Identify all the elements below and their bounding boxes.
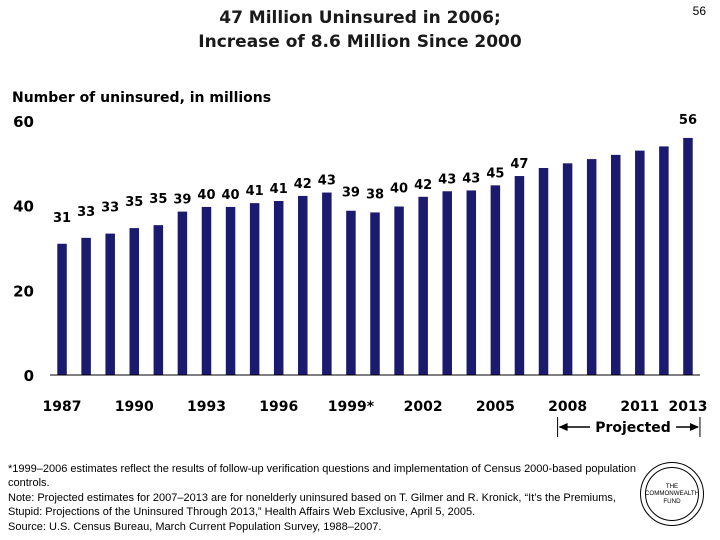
x-tick-label-2002: 2002 [404,399,443,415]
data-label-1989: 33 [101,201,119,216]
data-label-2002: 42 [414,178,432,193]
y-axis-label: Number of uninsured, in millions [12,90,271,106]
chart-title: 47 Million Uninsured in 2006; Increase o… [110,6,610,54]
bar-2003 [442,191,452,375]
data-label-2003: 43 [438,172,456,187]
bar-2006 [514,176,525,375]
bar-chart: Number of uninsured, in millions 0 20 40 60 3… [12,90,707,437]
data-label-2001: 40 [390,182,408,197]
bar-1999 [346,210,356,375]
data-label-1998: 43 [318,174,336,189]
projected-arrowhead-right [689,423,699,431]
data-label-1996: 41 [270,182,288,197]
data-label-1997: 42 [294,177,312,192]
bar-2012 [659,146,669,375]
footnote-source: Source: U.S. Census Bureau, March Curren… [8,520,382,533]
footnote-note: Note: Projected estimates for 2007–2013 … [8,491,616,519]
bar-2011 [635,150,645,375]
bar-2008 [562,163,573,375]
x-tick-label-1990: 1990 [115,399,154,415]
data-label-1994: 40 [222,188,240,203]
footnotes: *1999–2006 estimates reflect the results… [8,462,638,534]
data-label-1987: 31 [53,211,71,226]
bar-2004 [466,190,477,375]
x-tick-label-2013: 2013 [668,399,707,415]
bar-2013 [683,137,693,375]
data-label-1995: 41 [246,184,264,199]
data-label-2000: 38 [366,187,384,202]
projected-arrowhead-left [558,423,568,431]
footnote-asterisk: *1999–2006 estimates reflect the results… [8,463,636,490]
bar-1989 [105,233,115,375]
bar-1992 [177,211,188,375]
projected-label: Projected [595,420,671,436]
bar-1988 [81,237,91,375]
bar-1991 [153,225,164,375]
bar-1998 [322,192,332,375]
x-tick-label-2005: 2005 [476,399,515,415]
logo-inner-ring: THE COMMONWEALTH FUND [645,467,699,521]
bar-1996 [273,201,284,375]
data-label-1991: 35 [149,192,167,207]
x-tick-label-1993: 1993 [187,399,226,415]
data-label-1993: 40 [197,188,215,203]
chart-title-line-1: 47 Million Uninsured in 2006; [219,8,501,28]
data-label-2013: 56 [679,113,697,128]
bar-2002 [418,196,428,375]
bar-2001 [394,206,404,375]
logo-text: THE COMMONWEALTH FUND [644,482,700,505]
bar-1987 [57,243,67,375]
data-label-1988: 33 [77,205,95,220]
bar-2007 [538,167,549,375]
page-number: 56 [692,4,706,18]
bar-2010 [610,154,621,375]
bar-1994 [225,206,236,375]
x-tick-label-1996: 1996 [259,399,298,415]
y-tick-label: 60 [13,113,34,131]
data-label-1992: 39 [173,193,191,208]
bar-2000 [370,212,380,375]
x-tick-label-2011: 2011 [620,399,659,415]
bar-1995 [249,203,260,375]
x-tick-label-1987: 1987 [43,399,82,415]
y-tick-label: 20 [13,282,34,300]
y-tick-label: 0 [24,367,34,385]
x-tick-label-1999: 1999* [328,399,375,415]
data-label-2004: 43 [462,171,480,186]
data-label-1999: 39 [342,186,360,201]
data-label-1990: 35 [125,195,143,210]
data-label-2005: 45 [486,166,504,181]
commonwealth-fund-logo: THE COMMONWEALTH FUND [640,462,704,526]
bar-1997 [298,195,308,375]
bar-1993 [201,206,212,375]
chart-subtitle: Increase of 8.6 Million Since 2000 [198,32,522,52]
data-label-2006: 47 [510,157,528,172]
bar-2009 [586,159,597,375]
bar-1990 [129,228,140,375]
x-tick-label-2008: 2008 [548,399,587,415]
bar-2005 [490,185,501,375]
y-tick-label: 40 [13,198,34,216]
